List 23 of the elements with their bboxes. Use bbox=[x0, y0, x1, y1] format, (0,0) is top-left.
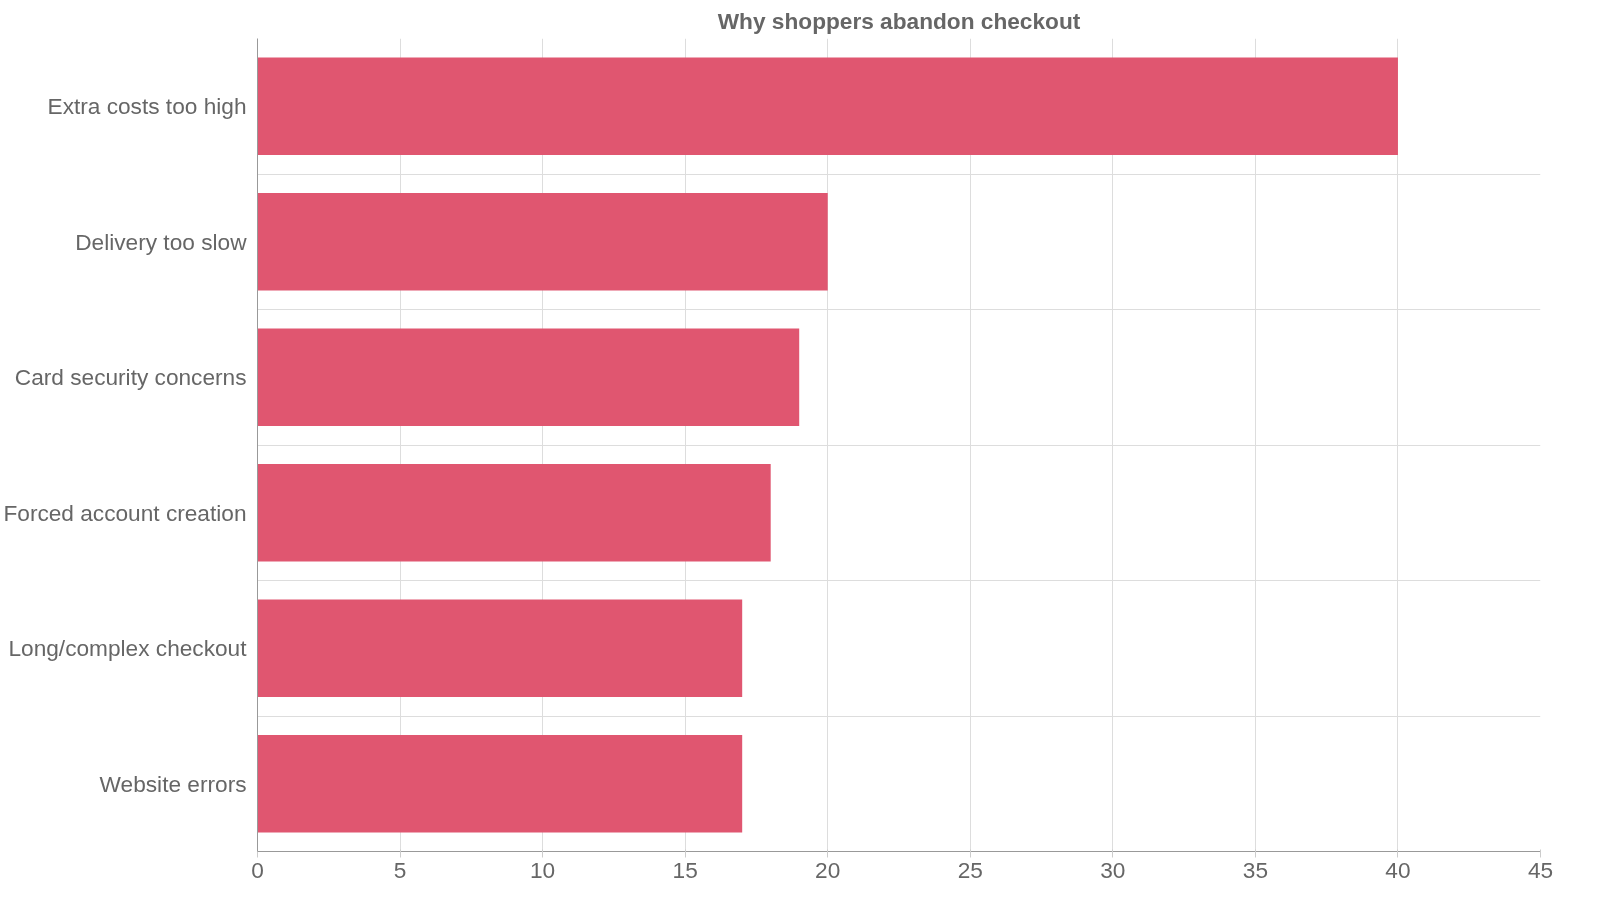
y-tick-label: Delivery too slow bbox=[75, 228, 248, 255]
bar bbox=[257, 599, 743, 698]
bar bbox=[257, 192, 828, 291]
x-tick-label: 30 bbox=[1100, 856, 1126, 883]
y-tick-label: Forced account creation bbox=[3, 499, 247, 526]
bar bbox=[257, 463, 771, 562]
chart-title: Why shoppers abandon checkout bbox=[717, 7, 1081, 34]
y-tick-label: Long/complex checkout bbox=[8, 635, 248, 662]
bar bbox=[257, 57, 1398, 156]
y-tick-label: Card security concerns bbox=[14, 364, 247, 391]
bar bbox=[257, 328, 800, 427]
x-tick-label: 45 bbox=[1527, 856, 1554, 883]
x-tick-label: 20 bbox=[815, 856, 841, 883]
x-tick-label: 0 bbox=[251, 856, 264, 883]
x-tick-label: 10 bbox=[530, 856, 556, 883]
bar bbox=[257, 734, 743, 833]
x-tick-label: 5 bbox=[393, 856, 407, 883]
x-tick-label: 25 bbox=[957, 856, 983, 883]
x-tick-label: 15 bbox=[672, 856, 698, 883]
x-tick-label: 40 bbox=[1385, 856, 1411, 883]
x-tick-label: 35 bbox=[1242, 856, 1268, 883]
y-tick-label: Extra costs too high bbox=[47, 93, 247, 120]
y-tick-label: Website errors bbox=[99, 770, 247, 797]
